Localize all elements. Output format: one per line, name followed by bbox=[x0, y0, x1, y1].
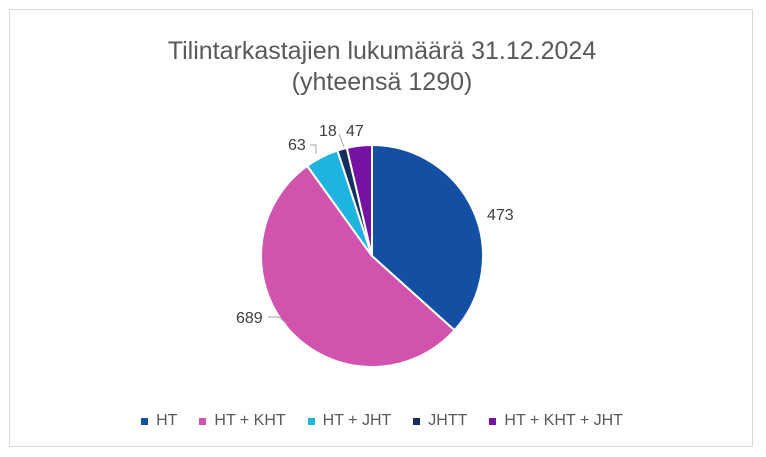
legend-item-ht: HT bbox=[141, 412, 177, 430]
legend-label-ht: HT bbox=[156, 412, 178, 429]
legend-item-jhtt: JHTT bbox=[413, 412, 467, 430]
legend-swatch-ht-jht bbox=[307, 417, 315, 425]
legend-swatch-ht-kht-jht bbox=[489, 417, 497, 425]
legend-swatch-ht bbox=[141, 417, 149, 425]
leader-line-ht-kht bbox=[268, 316, 288, 325]
pie-slice-ht-kht-jht bbox=[345, 144, 373, 257]
pie-slice-ht bbox=[371, 144, 484, 332]
chart-title-line2: (yhteensä 1290) bbox=[291, 68, 473, 96]
data-label-ht-kht: 689 bbox=[236, 310, 263, 327]
leader-line-ht-jht bbox=[310, 144, 317, 154]
legend-item-ht-kht: HT + KHT bbox=[199, 412, 286, 430]
legend-label-ht-kht-jht: HT + KHT + JHT bbox=[504, 412, 623, 429]
legend-label-jhtt: JHTT bbox=[428, 412, 468, 429]
legend: HT HT + KHT HT + JHT JHTT HT + KHT + JHT bbox=[10, 412, 754, 430]
chart-title-line1: Tilintarkastajien lukumäärä 31.12.2024 bbox=[167, 37, 597, 65]
chart-title: Tilintarkastajien lukumäärä 31.12.2024 (… bbox=[10, 36, 754, 98]
legend-label-ht-kht: HT + KHT bbox=[214, 412, 286, 429]
legend-label-ht-jht: HT + JHT bbox=[322, 412, 392, 429]
pie-slice-ht-kht bbox=[260, 164, 456, 368]
legend-swatch-ht-kht bbox=[199, 417, 207, 425]
legend-item-ht-kht-jht: HT + KHT + JHT bbox=[489, 412, 623, 430]
data-label-jhtt: 18 bbox=[319, 123, 337, 140]
legend-swatch-jhtt bbox=[413, 417, 421, 425]
pie-chart: 473 689 63 18 47 bbox=[236, 123, 514, 368]
data-label-ht: 473 bbox=[487, 207, 514, 224]
leader-line-jhtt bbox=[338, 133, 345, 148]
legend-item-ht-jht: HT + JHT bbox=[307, 412, 392, 430]
chart-area: Tilintarkastajien lukumäärä 31.12.2024 (… bbox=[9, 9, 753, 447]
data-label-ht-kht-jht: 47 bbox=[346, 123, 364, 140]
data-label-ht-jht: 63 bbox=[288, 137, 306, 154]
